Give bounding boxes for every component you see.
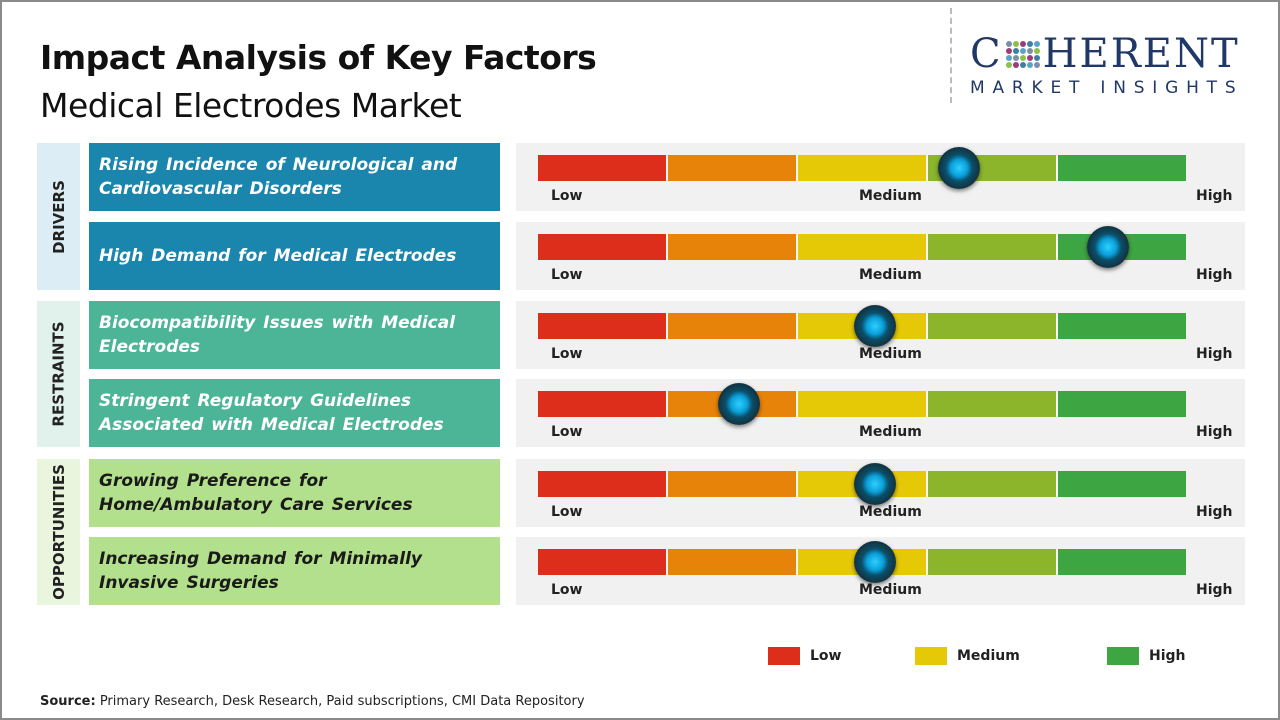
page-subtitle: Medical Electrodes Market — [40, 86, 462, 125]
scale-label-medium: Medium — [859, 582, 922, 598]
impact-scale-bar — [538, 234, 1186, 260]
globe-icon — [1005, 40, 1040, 68]
scale-label-low: Low — [551, 424, 583, 440]
scale-label-low: Low — [551, 346, 583, 362]
impact-marker — [853, 463, 896, 505]
scale-segment — [798, 391, 928, 417]
scale-label-medium: Medium — [859, 346, 922, 362]
scale-segment — [1058, 313, 1186, 339]
scale-segment — [538, 234, 668, 260]
impact-gauge: Low Medium High — [516, 379, 1245, 447]
impact-gauge: Low Medium High — [516, 459, 1245, 527]
category-label: OPPORTUNITIES — [49, 464, 68, 600]
legend-high: High — [1107, 647, 1186, 665]
source-text: Primary Research, Desk Research, Paid su… — [95, 694, 585, 709]
factor-label: High Demand for Medical Electrodes — [89, 222, 500, 290]
source-label: Source: — [40, 694, 96, 709]
coherent-logo: C HERENT MARKET INSIGHTS — [970, 32, 1260, 98]
factor-label: Rising Incidence of Neurological and Car… — [89, 143, 500, 211]
divider — [950, 8, 952, 103]
scale-segment — [668, 549, 798, 575]
scale-segment — [538, 155, 668, 181]
impact-scale-bar — [538, 155, 1186, 181]
scale-segment — [928, 549, 1058, 575]
scale-segment — [668, 234, 798, 260]
category-restraints: RESTRAINTS — [37, 301, 80, 447]
scale-segment — [1058, 471, 1186, 497]
scale-segment — [1058, 549, 1186, 575]
scale-segment — [538, 549, 668, 575]
scale-segment — [928, 391, 1058, 417]
legend-swatch-low — [768, 647, 800, 665]
scale-label-medium: Medium — [859, 504, 922, 520]
scale-label-low: Low — [551, 267, 583, 283]
scale-segment — [1058, 155, 1186, 181]
scale-label-medium: Medium — [859, 424, 922, 440]
category-label: DRIVERS — [49, 179, 68, 254]
impact-marker — [853, 305, 896, 347]
scale-label-medium: Medium — [859, 267, 922, 283]
scale-label-medium: Medium — [859, 188, 922, 204]
legend-low: Low — [768, 647, 841, 665]
logo-letter: C — [970, 31, 1003, 77]
impact-gauge: Low Medium High — [516, 537, 1245, 605]
scale-segment — [928, 234, 1058, 260]
page-title: Impact Analysis of Key Factors — [40, 38, 597, 77]
scale-segment — [538, 471, 668, 497]
scale-label-high: High — [1196, 504, 1233, 520]
impact-marker — [1087, 226, 1130, 268]
impact-gauge: Low Medium High — [516, 301, 1245, 369]
scale-segment — [668, 471, 798, 497]
legend-label: Low — [810, 648, 842, 664]
impact-gauge: Low Medium High — [516, 222, 1245, 290]
legend-swatch-high — [1107, 647, 1139, 665]
legend-label: Medium — [957, 648, 1020, 664]
impact-scale-bar — [538, 471, 1186, 497]
scale-label-high: High — [1196, 346, 1233, 362]
category-opportunities: OPPORTUNITIES — [37, 459, 80, 605]
scale-segment — [1058, 391, 1186, 417]
logo-text: HERENT — [1042, 31, 1240, 77]
scale-label-low: Low — [551, 188, 583, 204]
scale-segment — [538, 313, 668, 339]
impact-marker — [853, 541, 896, 583]
scale-segment — [538, 391, 668, 417]
impact-marker — [938, 147, 981, 189]
scale-segment — [668, 155, 798, 181]
scale-segment — [798, 155, 928, 181]
factor-label: Growing Preference for Home/Ambulatory C… — [89, 459, 500, 527]
scale-label-high: High — [1196, 267, 1233, 283]
legend-swatch-medium — [915, 647, 947, 665]
scale-label-high: High — [1196, 582, 1233, 598]
factor-label: Increasing Demand for Minimally Invasive… — [89, 537, 500, 605]
factor-label: Biocompatibility Issues with Medical Ele… — [89, 301, 500, 369]
scale-label-high: High — [1196, 188, 1233, 204]
scale-label-low: Low — [551, 582, 583, 598]
legend-medium: Medium — [915, 647, 1020, 665]
impact-scale-bar — [538, 391, 1186, 417]
scale-segment — [928, 471, 1058, 497]
category-drivers: DRIVERS — [37, 143, 80, 290]
impact-gauge: Low Medium High — [516, 143, 1245, 211]
legend-label: High — [1149, 648, 1186, 664]
scale-segment — [668, 313, 798, 339]
scale-segment — [928, 313, 1058, 339]
impact-marker — [717, 383, 760, 425]
scale-label-low: Low — [551, 504, 583, 520]
factor-label: Stringent Regulatory Guidelines Associat… — [89, 379, 500, 447]
category-label: RESTRAINTS — [49, 321, 68, 427]
scale-segment — [798, 234, 928, 260]
source-note: Source: Primary Research, Desk Research,… — [40, 694, 585, 709]
logo-tagline: MARKET INSIGHTS — [970, 78, 1244, 98]
scale-label-high: High — [1196, 424, 1233, 440]
